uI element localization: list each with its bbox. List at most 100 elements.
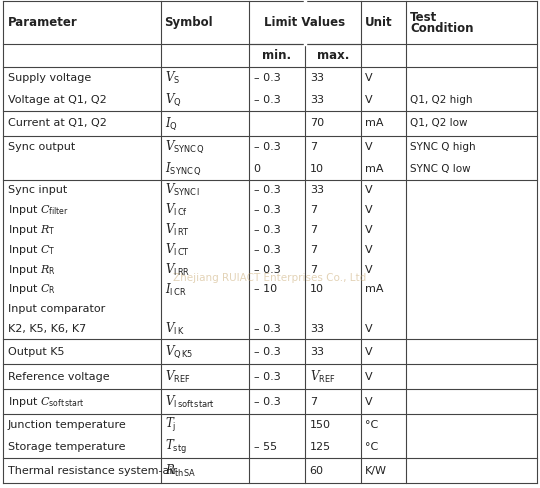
Text: $V_{\mathsf{Q}}$: $V_{\mathsf{Q}}$ <box>165 91 181 108</box>
Text: $V_{\mathsf{SYNC\,Q}}$: $V_{\mathsf{SYNC\,Q}}$ <box>165 138 205 155</box>
Text: $V_{\mathsf{I\,CT}}$: $V_{\mathsf{I\,CT}}$ <box>165 242 190 258</box>
Text: Condition: Condition <box>410 22 474 35</box>
Text: min.: min. <box>262 49 291 62</box>
Text: – 0.3: – 0.3 <box>254 73 280 82</box>
Text: V: V <box>365 204 373 215</box>
Text: Input $C_{\mathsf{soft\,start}}$: Input $C_{\mathsf{soft\,start}}$ <box>8 394 85 408</box>
Text: 7: 7 <box>310 224 317 235</box>
Text: Symbol: Symbol <box>165 16 213 29</box>
Text: V: V <box>365 224 373 235</box>
Text: Junction temperature: Junction temperature <box>8 420 127 430</box>
Text: Limit Values: Limit Values <box>264 16 345 29</box>
Text: Storage temperature: Storage temperature <box>8 442 125 452</box>
Text: 0: 0 <box>254 164 261 174</box>
Text: V: V <box>365 264 373 275</box>
Text: Current at Q1, Q2: Current at Q1, Q2 <box>8 118 107 128</box>
Text: 7: 7 <box>310 264 317 275</box>
Text: $V_{\mathsf{S}}$: $V_{\mathsf{S}}$ <box>165 70 180 86</box>
Text: $T_{\mathsf{j}}$: $T_{\mathsf{j}}$ <box>165 416 176 434</box>
Text: Input $C_{\mathsf{R}}$: Input $C_{\mathsf{R}}$ <box>8 283 56 296</box>
Text: Output K5: Output K5 <box>8 347 64 357</box>
Text: Parameter: Parameter <box>8 16 78 29</box>
Text: $T_{\mathsf{stg}}$: $T_{\mathsf{stg}}$ <box>165 438 186 456</box>
Text: Reference voltage: Reference voltage <box>8 372 110 382</box>
Text: V: V <box>365 347 373 357</box>
Text: – 0.3: – 0.3 <box>254 397 280 407</box>
Text: Thermal resistance system-air: Thermal resistance system-air <box>8 466 177 475</box>
Text: $V_{\mathsf{I\,RT}}$: $V_{\mathsf{I\,RT}}$ <box>165 222 190 238</box>
Text: 33: 33 <box>310 325 323 334</box>
Text: – 0.3: – 0.3 <box>254 224 280 235</box>
Text: 70: 70 <box>310 118 324 128</box>
Text: – 0.3: – 0.3 <box>254 95 280 105</box>
Text: Unit: Unit <box>365 16 393 29</box>
Text: $R_{\mathsf{th\,SA}}$: $R_{\mathsf{th\,SA}}$ <box>165 463 196 479</box>
Text: SYNC Q high: SYNC Q high <box>410 142 476 152</box>
Text: 7: 7 <box>310 142 317 152</box>
Text: 7: 7 <box>310 397 317 407</box>
Text: Sync input: Sync input <box>8 185 68 195</box>
Text: V: V <box>365 95 373 105</box>
Text: $V_{\mathsf{I\,Cf}}$: $V_{\mathsf{I\,Cf}}$ <box>165 202 187 218</box>
Text: Q1, Q2 high: Q1, Q2 high <box>410 95 472 105</box>
Text: Input $C_{\mathsf{T}}$: Input $C_{\mathsf{T}}$ <box>8 243 56 257</box>
Text: V: V <box>365 73 373 82</box>
Text: – 10: – 10 <box>254 285 277 294</box>
Text: – 0.3: – 0.3 <box>254 204 280 215</box>
Text: $I_{\mathsf{Q}}$: $I_{\mathsf{Q}}$ <box>165 115 178 132</box>
Text: 7: 7 <box>310 204 317 215</box>
Text: 33: 33 <box>310 73 323 82</box>
Text: Supply voltage: Supply voltage <box>8 73 91 82</box>
Text: $V_{\mathsf{REF}}$: $V_{\mathsf{REF}}$ <box>165 368 190 385</box>
Text: °C: °C <box>365 442 378 452</box>
Text: Input $R_{\mathsf{T}}$: Input $R_{\mathsf{T}}$ <box>8 223 56 237</box>
Text: – 0.3: – 0.3 <box>254 142 280 152</box>
Text: °C: °C <box>365 420 378 430</box>
Text: 10: 10 <box>310 285 323 294</box>
Text: V: V <box>365 142 373 152</box>
Text: V: V <box>365 185 373 195</box>
Text: 33: 33 <box>310 185 323 195</box>
Text: V: V <box>365 372 373 382</box>
Text: 7: 7 <box>310 244 317 255</box>
Text: $V_{\mathsf{Q\,K5}}$: $V_{\mathsf{Q\,K5}}$ <box>165 344 193 360</box>
Text: $V_{\mathsf{I\,RR}}$: $V_{\mathsf{I\,RR}}$ <box>165 262 190 278</box>
Text: Voltage at Q1, Q2: Voltage at Q1, Q2 <box>8 95 107 105</box>
Text: $I_{\mathsf{I\,CR}}$: $I_{\mathsf{I\,CR}}$ <box>165 282 186 298</box>
Text: – 0.3: – 0.3 <box>254 347 280 357</box>
Text: $V_{\mathsf{REF}}$: $V_{\mathsf{REF}}$ <box>310 368 335 385</box>
Text: 150: 150 <box>310 420 330 430</box>
Text: K/W: K/W <box>365 466 387 475</box>
Text: 125: 125 <box>310 442 331 452</box>
Text: SYNC Q low: SYNC Q low <box>410 164 471 174</box>
Text: $V_{\mathsf{I\,K}}$: $V_{\mathsf{I\,K}}$ <box>165 321 184 337</box>
Text: Input $C_{\mathsf{filter}}$: Input $C_{\mathsf{filter}}$ <box>8 203 69 217</box>
Text: K2, K5, K6, K7: K2, K5, K6, K7 <box>8 325 86 334</box>
Text: – 0.3: – 0.3 <box>254 185 280 195</box>
Text: Input $R_{\mathsf{R}}$: Input $R_{\mathsf{R}}$ <box>8 263 56 277</box>
Text: – 55: – 55 <box>254 442 277 452</box>
Text: $V_{\mathsf{I\,soft\,start}}$: $V_{\mathsf{I\,soft\,start}}$ <box>165 393 214 409</box>
Text: Q1, Q2 low: Q1, Q2 low <box>410 118 468 128</box>
Text: V: V <box>365 397 373 407</box>
Text: – 0.3: – 0.3 <box>254 372 280 382</box>
Text: 10: 10 <box>310 164 323 174</box>
Text: 33: 33 <box>310 95 323 105</box>
Text: 33: 33 <box>310 347 323 357</box>
Text: – 0.3: – 0.3 <box>254 244 280 255</box>
Text: Input comparator: Input comparator <box>8 305 105 314</box>
Text: – 0.3: – 0.3 <box>254 264 280 275</box>
Text: $V_{\mathsf{SYNC\,I}}$: $V_{\mathsf{SYNC\,I}}$ <box>165 182 200 198</box>
Text: Zhejiang RUIACT Enterprises Co., Ltd: Zhejiang RUIACT Enterprises Co., Ltd <box>173 273 367 283</box>
Text: mA: mA <box>365 118 383 128</box>
Text: V: V <box>365 244 373 255</box>
Text: mA: mA <box>365 285 383 294</box>
Text: max.: max. <box>316 49 349 62</box>
Text: Sync output: Sync output <box>8 142 75 152</box>
Text: Test: Test <box>410 11 437 24</box>
Text: – 0.3: – 0.3 <box>254 325 280 334</box>
Text: V: V <box>365 325 373 334</box>
Text: 60: 60 <box>310 466 323 475</box>
Text: mA: mA <box>365 164 383 174</box>
Text: $I_{\mathsf{SYNC\,Q}}$: $I_{\mathsf{SYNC\,Q}}$ <box>165 161 201 177</box>
